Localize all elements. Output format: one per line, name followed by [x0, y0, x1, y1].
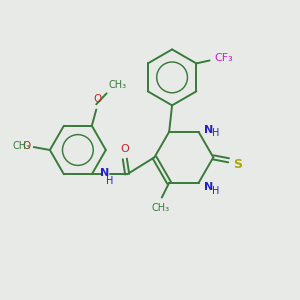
- Text: S: S: [233, 158, 242, 171]
- Text: H: H: [106, 176, 113, 186]
- Text: CF₃: CF₃: [214, 52, 233, 62]
- Text: N: N: [100, 168, 110, 178]
- Text: O: O: [22, 141, 30, 151]
- Text: N: N: [204, 124, 213, 134]
- Text: H: H: [212, 186, 219, 196]
- Text: O: O: [120, 144, 129, 154]
- Text: N: N: [204, 182, 213, 192]
- Text: O: O: [94, 94, 102, 104]
- Text: CH₃: CH₃: [109, 80, 127, 90]
- Text: CH₃: CH₃: [151, 203, 169, 213]
- Text: H: H: [212, 128, 219, 138]
- Text: CH₃: CH₃: [13, 142, 31, 152]
